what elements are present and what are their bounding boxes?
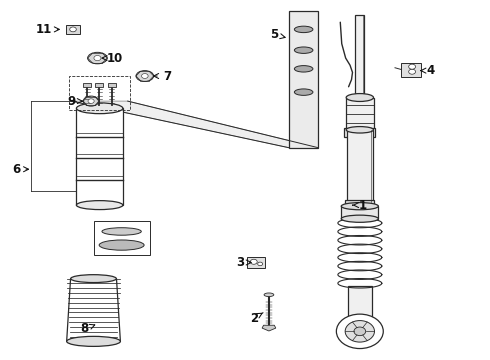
Ellipse shape (67, 336, 121, 346)
Polygon shape (262, 325, 276, 331)
Text: 7: 7 (154, 69, 171, 82)
Ellipse shape (264, 293, 274, 297)
Bar (289, 12, 318, 148)
Ellipse shape (136, 71, 154, 81)
Text: 10: 10 (102, 51, 122, 64)
Bar (347, 130, 372, 202)
Bar (94, 221, 150, 255)
Ellipse shape (294, 26, 313, 33)
Text: 8: 8 (81, 322, 95, 335)
Bar (76, 108, 123, 205)
Text: 3: 3 (236, 256, 251, 269)
Text: 11: 11 (36, 23, 59, 36)
Ellipse shape (76, 201, 123, 210)
Ellipse shape (294, 89, 313, 95)
Text: 9: 9 (68, 95, 82, 108)
Ellipse shape (71, 275, 116, 283)
Ellipse shape (83, 96, 99, 106)
Text: 1: 1 (353, 199, 367, 212)
Bar (401, 63, 421, 77)
Bar (348, 286, 371, 318)
Circle shape (336, 314, 383, 348)
Text: 4: 4 (421, 64, 435, 77)
Bar (66, 25, 80, 34)
Circle shape (250, 259, 257, 264)
Circle shape (142, 73, 148, 78)
Bar (108, 83, 116, 87)
Ellipse shape (88, 52, 107, 64)
Bar (247, 257, 265, 268)
Circle shape (70, 27, 76, 32)
Ellipse shape (294, 66, 313, 72)
Ellipse shape (346, 127, 373, 133)
Circle shape (409, 69, 416, 74)
Bar (355, 15, 364, 101)
Ellipse shape (294, 47, 313, 53)
Circle shape (88, 99, 94, 103)
Ellipse shape (76, 103, 123, 114)
Ellipse shape (341, 203, 378, 210)
Polygon shape (72, 101, 318, 148)
Bar (346, 98, 373, 130)
Text: 2: 2 (250, 311, 263, 325)
Polygon shape (67, 279, 121, 341)
Bar (83, 83, 91, 87)
Bar (69, 76, 130, 110)
Circle shape (409, 64, 416, 69)
Circle shape (345, 320, 374, 342)
Ellipse shape (102, 228, 141, 235)
Bar (344, 128, 375, 137)
Bar (96, 83, 103, 87)
Circle shape (258, 262, 263, 266)
Circle shape (354, 327, 366, 336)
Ellipse shape (99, 240, 144, 250)
Text: 5: 5 (270, 28, 285, 41)
Bar (345, 200, 374, 208)
Circle shape (94, 55, 101, 60)
Bar (341, 206, 378, 219)
Text: 6: 6 (12, 163, 28, 176)
Ellipse shape (341, 215, 378, 222)
Ellipse shape (346, 94, 373, 102)
